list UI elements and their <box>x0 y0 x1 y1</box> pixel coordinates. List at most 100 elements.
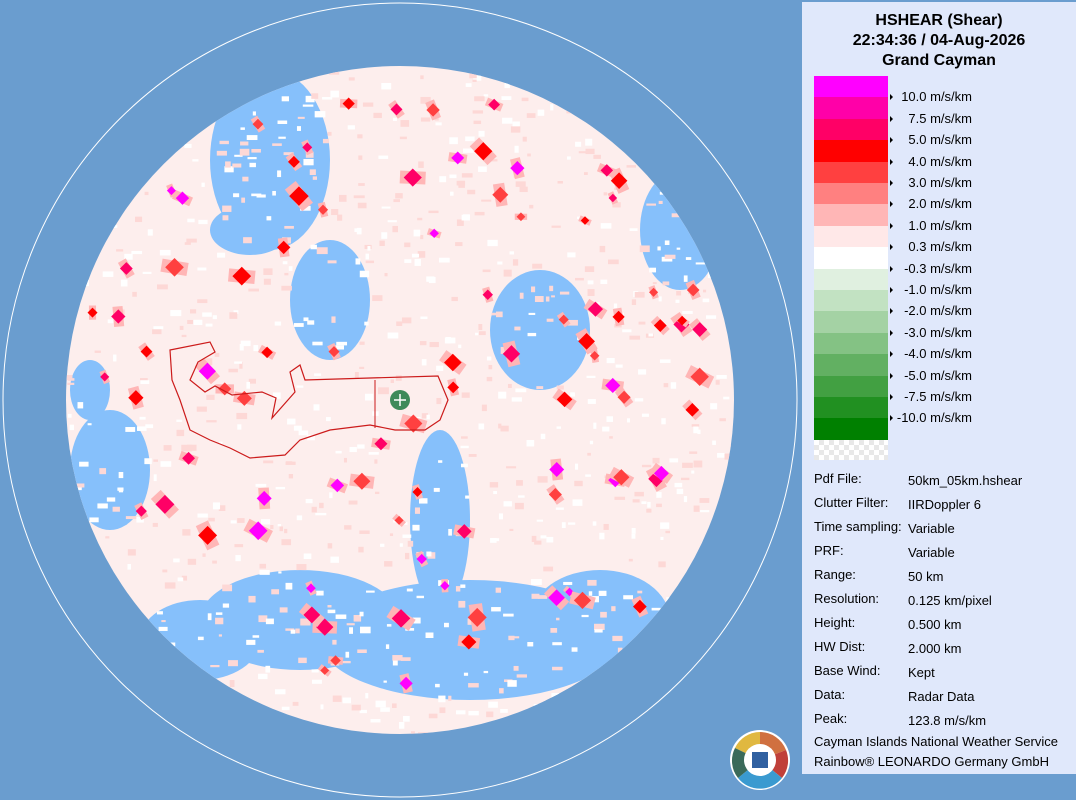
speckle <box>83 713 93 720</box>
speckle <box>390 379 395 384</box>
speckle <box>556 426 561 429</box>
speckle <box>205 358 213 366</box>
legend-label: 0.3 m/s/km <box>908 239 972 255</box>
speckle <box>219 140 229 145</box>
speckle <box>626 119 634 124</box>
speckle <box>330 556 339 563</box>
speckle <box>75 183 83 188</box>
speckle <box>418 732 429 734</box>
footer-line: Cayman Islands National Weather Service <box>814 734 1058 749</box>
speckle <box>711 656 718 660</box>
speckle <box>156 611 163 615</box>
clear-air <box>490 270 590 390</box>
speckle <box>233 193 240 198</box>
echo <box>302 142 313 153</box>
speckle <box>714 561 721 569</box>
speckle <box>263 278 271 285</box>
speckle <box>319 502 324 509</box>
speckle <box>575 277 584 281</box>
echo <box>613 469 630 486</box>
speckle <box>710 403 718 410</box>
speckle <box>314 111 326 118</box>
speckle <box>693 460 703 468</box>
speckle <box>182 529 191 536</box>
speckle <box>518 495 525 498</box>
legend-swatch <box>814 118 888 141</box>
speckle <box>660 536 664 540</box>
speckle <box>721 230 732 235</box>
legend-swatch <box>814 204 888 227</box>
speckle <box>357 134 363 139</box>
speckle <box>658 200 663 205</box>
speckle <box>229 680 235 687</box>
speckle <box>195 710 204 716</box>
speckle <box>671 615 679 620</box>
speckle <box>392 225 398 233</box>
speckle <box>708 160 717 164</box>
echo <box>692 322 708 338</box>
speckle <box>124 253 133 260</box>
speckle <box>412 524 420 531</box>
speckle <box>358 183 365 186</box>
speckle <box>676 247 681 250</box>
speckle <box>113 225 118 228</box>
speckle <box>543 566 554 572</box>
speckle <box>399 543 403 547</box>
speckle <box>218 94 224 97</box>
datetime: 22:34:36 / 04-Aug-2026 <box>852 32 1026 49</box>
echo <box>128 390 144 406</box>
speckle <box>235 555 241 562</box>
speckle <box>252 111 256 116</box>
echo <box>175 191 190 205</box>
speckle <box>540 535 547 539</box>
speckle <box>218 634 222 637</box>
echo <box>182 451 196 465</box>
speckle <box>186 238 197 243</box>
speckle <box>691 424 700 427</box>
speckle <box>660 166 666 170</box>
speckle <box>661 256 673 262</box>
speckle <box>676 627 687 634</box>
legend-pointer <box>890 222 893 229</box>
speckle <box>95 667 100 672</box>
radar-site-cross <box>394 394 406 406</box>
legend-label: 5.0 m/s/km <box>908 132 972 148</box>
info-key: Resolution: <box>814 591 880 606</box>
speckle <box>502 117 513 124</box>
speckle <box>602 426 610 432</box>
speckle <box>448 695 452 701</box>
speckle <box>339 194 347 202</box>
speckle <box>198 727 209 734</box>
legend-swatch <box>814 97 888 120</box>
speckle <box>501 96 512 100</box>
speckle <box>281 539 292 546</box>
speckle <box>237 424 242 430</box>
speckle <box>240 77 246 80</box>
speckle <box>303 317 309 322</box>
legend-pointer <box>890 394 893 400</box>
speckle <box>609 436 613 439</box>
speckle <box>483 94 489 97</box>
island-outline <box>169 341 449 459</box>
speckle <box>526 440 535 447</box>
speckle <box>94 130 101 137</box>
speckle <box>144 191 149 196</box>
speckle <box>241 197 246 203</box>
speckle <box>94 350 101 353</box>
speckle <box>481 404 487 412</box>
speckle <box>584 266 595 273</box>
speckle <box>248 288 259 292</box>
speckle <box>227 90 232 96</box>
speckle <box>658 296 662 302</box>
speckle <box>365 260 375 264</box>
speckle <box>487 159 498 162</box>
speckle <box>404 552 410 560</box>
speckle <box>233 310 239 314</box>
speckle <box>164 582 176 589</box>
info-key: Time sampling: <box>814 519 902 534</box>
speckle <box>210 664 220 668</box>
speckle <box>721 592 731 597</box>
speckle <box>417 251 426 258</box>
speckle <box>460 445 469 449</box>
speckle <box>137 716 143 722</box>
